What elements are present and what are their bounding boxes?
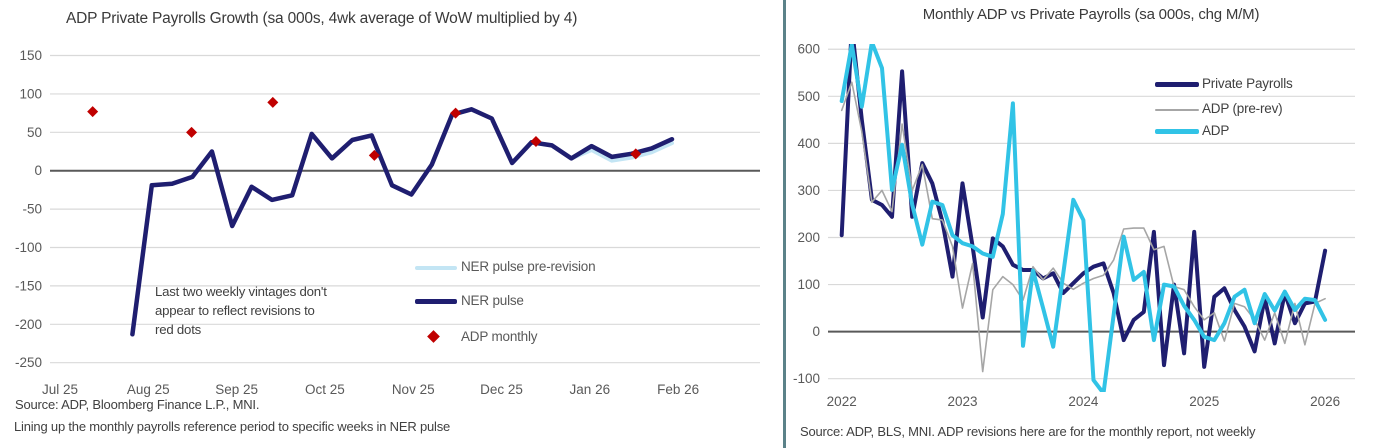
legend-label-adp: ADP (1202, 123, 1230, 138)
legend-label-ner-pulse-pre-revision: NER pulse pre-revision (461, 259, 596, 274)
left-chart-source-line: Source: ADP, Bloomberg Finance L.P., MNI… (15, 397, 260, 412)
annotation-line: Last two weekly vintages don't (155, 284, 327, 299)
y-tick-label: -50 (22, 202, 42, 217)
y-tick-label: 50 (27, 125, 42, 140)
y-tick-label: 100 (19, 86, 42, 101)
y-tick-label: 600 (797, 42, 820, 57)
adp-pre-rev-line (840, 81, 1326, 373)
x-tick-label: 2023 (948, 394, 978, 409)
x-tick-label: Dec 25 (480, 382, 523, 397)
y-tick-label: 0 (812, 324, 820, 339)
adp-line (839, 44, 1328, 392)
y-tick-label: 0 (34, 163, 42, 178)
adp-monthly-diamonds (87, 96, 642, 161)
adp-monthly-diamond (530, 136, 542, 148)
panel-divider (783, 0, 786, 448)
x-tick-label: Sep 25 (215, 382, 258, 397)
y-tick-label: -100 (793, 371, 820, 386)
x-tick-label: 2024 (1068, 394, 1099, 409)
private-payrolls-swatch (1155, 82, 1199, 87)
left-chart-note-line: Lining up the monthly payrolls reference… (14, 419, 451, 434)
right-chart-source-line: Source: ADP, BLS, MNI. ADP revisions her… (800, 424, 1256, 439)
x-tick-label: 2022 (827, 394, 857, 409)
right-chart-title: Monthly ADP vs Private Payrolls (sa 000s… (922, 6, 1260, 23)
adp-monthly-diamond (267, 96, 279, 108)
annotation-line: red dots (155, 322, 202, 337)
y-tick-label: -100 (15, 240, 42, 255)
y-tick-label: -150 (15, 278, 42, 293)
x-tick-label: Jul 25 (42, 382, 78, 397)
adp-monthly-diamond (186, 126, 198, 138)
left-chart-title: ADP Private Payrolls Growth (sa 000s, 4w… (66, 10, 578, 27)
private-payrolls-line (839, 44, 1328, 369)
legend-label-private-payrolls: Private Payrolls (1202, 76, 1293, 91)
adp-pre-rev-swatch (1155, 109, 1199, 111)
y-tick-label: 100 (797, 277, 820, 292)
x-tick-label: Aug 25 (127, 382, 170, 397)
adp-monthly-diamond (87, 106, 99, 118)
y-tick-label: -200 (15, 317, 42, 332)
ner-pulse-line (130, 107, 675, 337)
y-tick-label: -250 (15, 355, 42, 370)
y-tick-label: 200 (797, 230, 820, 245)
x-tick-label: Jan 26 (570, 382, 611, 397)
legend-label-adp-pre-rev: ADP (pre-rev) (1202, 101, 1283, 116)
x-tick-label: Oct 25 (305, 382, 345, 397)
right-chart-svg: 600 500 400 300 200 100 0 -100 2022 2023 2024 2025 2… (793, 42, 1355, 409)
x-tick-label: Feb 26 (657, 382, 699, 397)
legend-label-adp-monthly: ADP monthly (461, 329, 538, 344)
y-tick-label: 400 (797, 136, 820, 151)
legend-label-ner-pulse: NER pulse (461, 293, 524, 308)
ner-pulse-swatch (415, 299, 457, 304)
ner-pulse-pre-revision-swatch (415, 266, 457, 270)
annotation-line: appear to reflect revisions to (155, 303, 315, 318)
y-tick-label: 300 (797, 183, 820, 198)
adp-monthly-diamond (450, 107, 462, 119)
y-tick-label: 500 (797, 89, 820, 104)
y-tick-label: 150 (19, 48, 42, 63)
adp-swatch (1155, 129, 1199, 134)
x-tick-label: 2025 (1189, 394, 1219, 409)
adp-monthly-diamond (368, 149, 380, 161)
left-chart-annotation: Last two weekly vintages don't appear to… (155, 282, 327, 339)
adp-monthly-diamond (630, 148, 642, 160)
x-tick-label: 2026 (1310, 394, 1340, 409)
x-tick-label: Nov 25 (392, 382, 435, 397)
